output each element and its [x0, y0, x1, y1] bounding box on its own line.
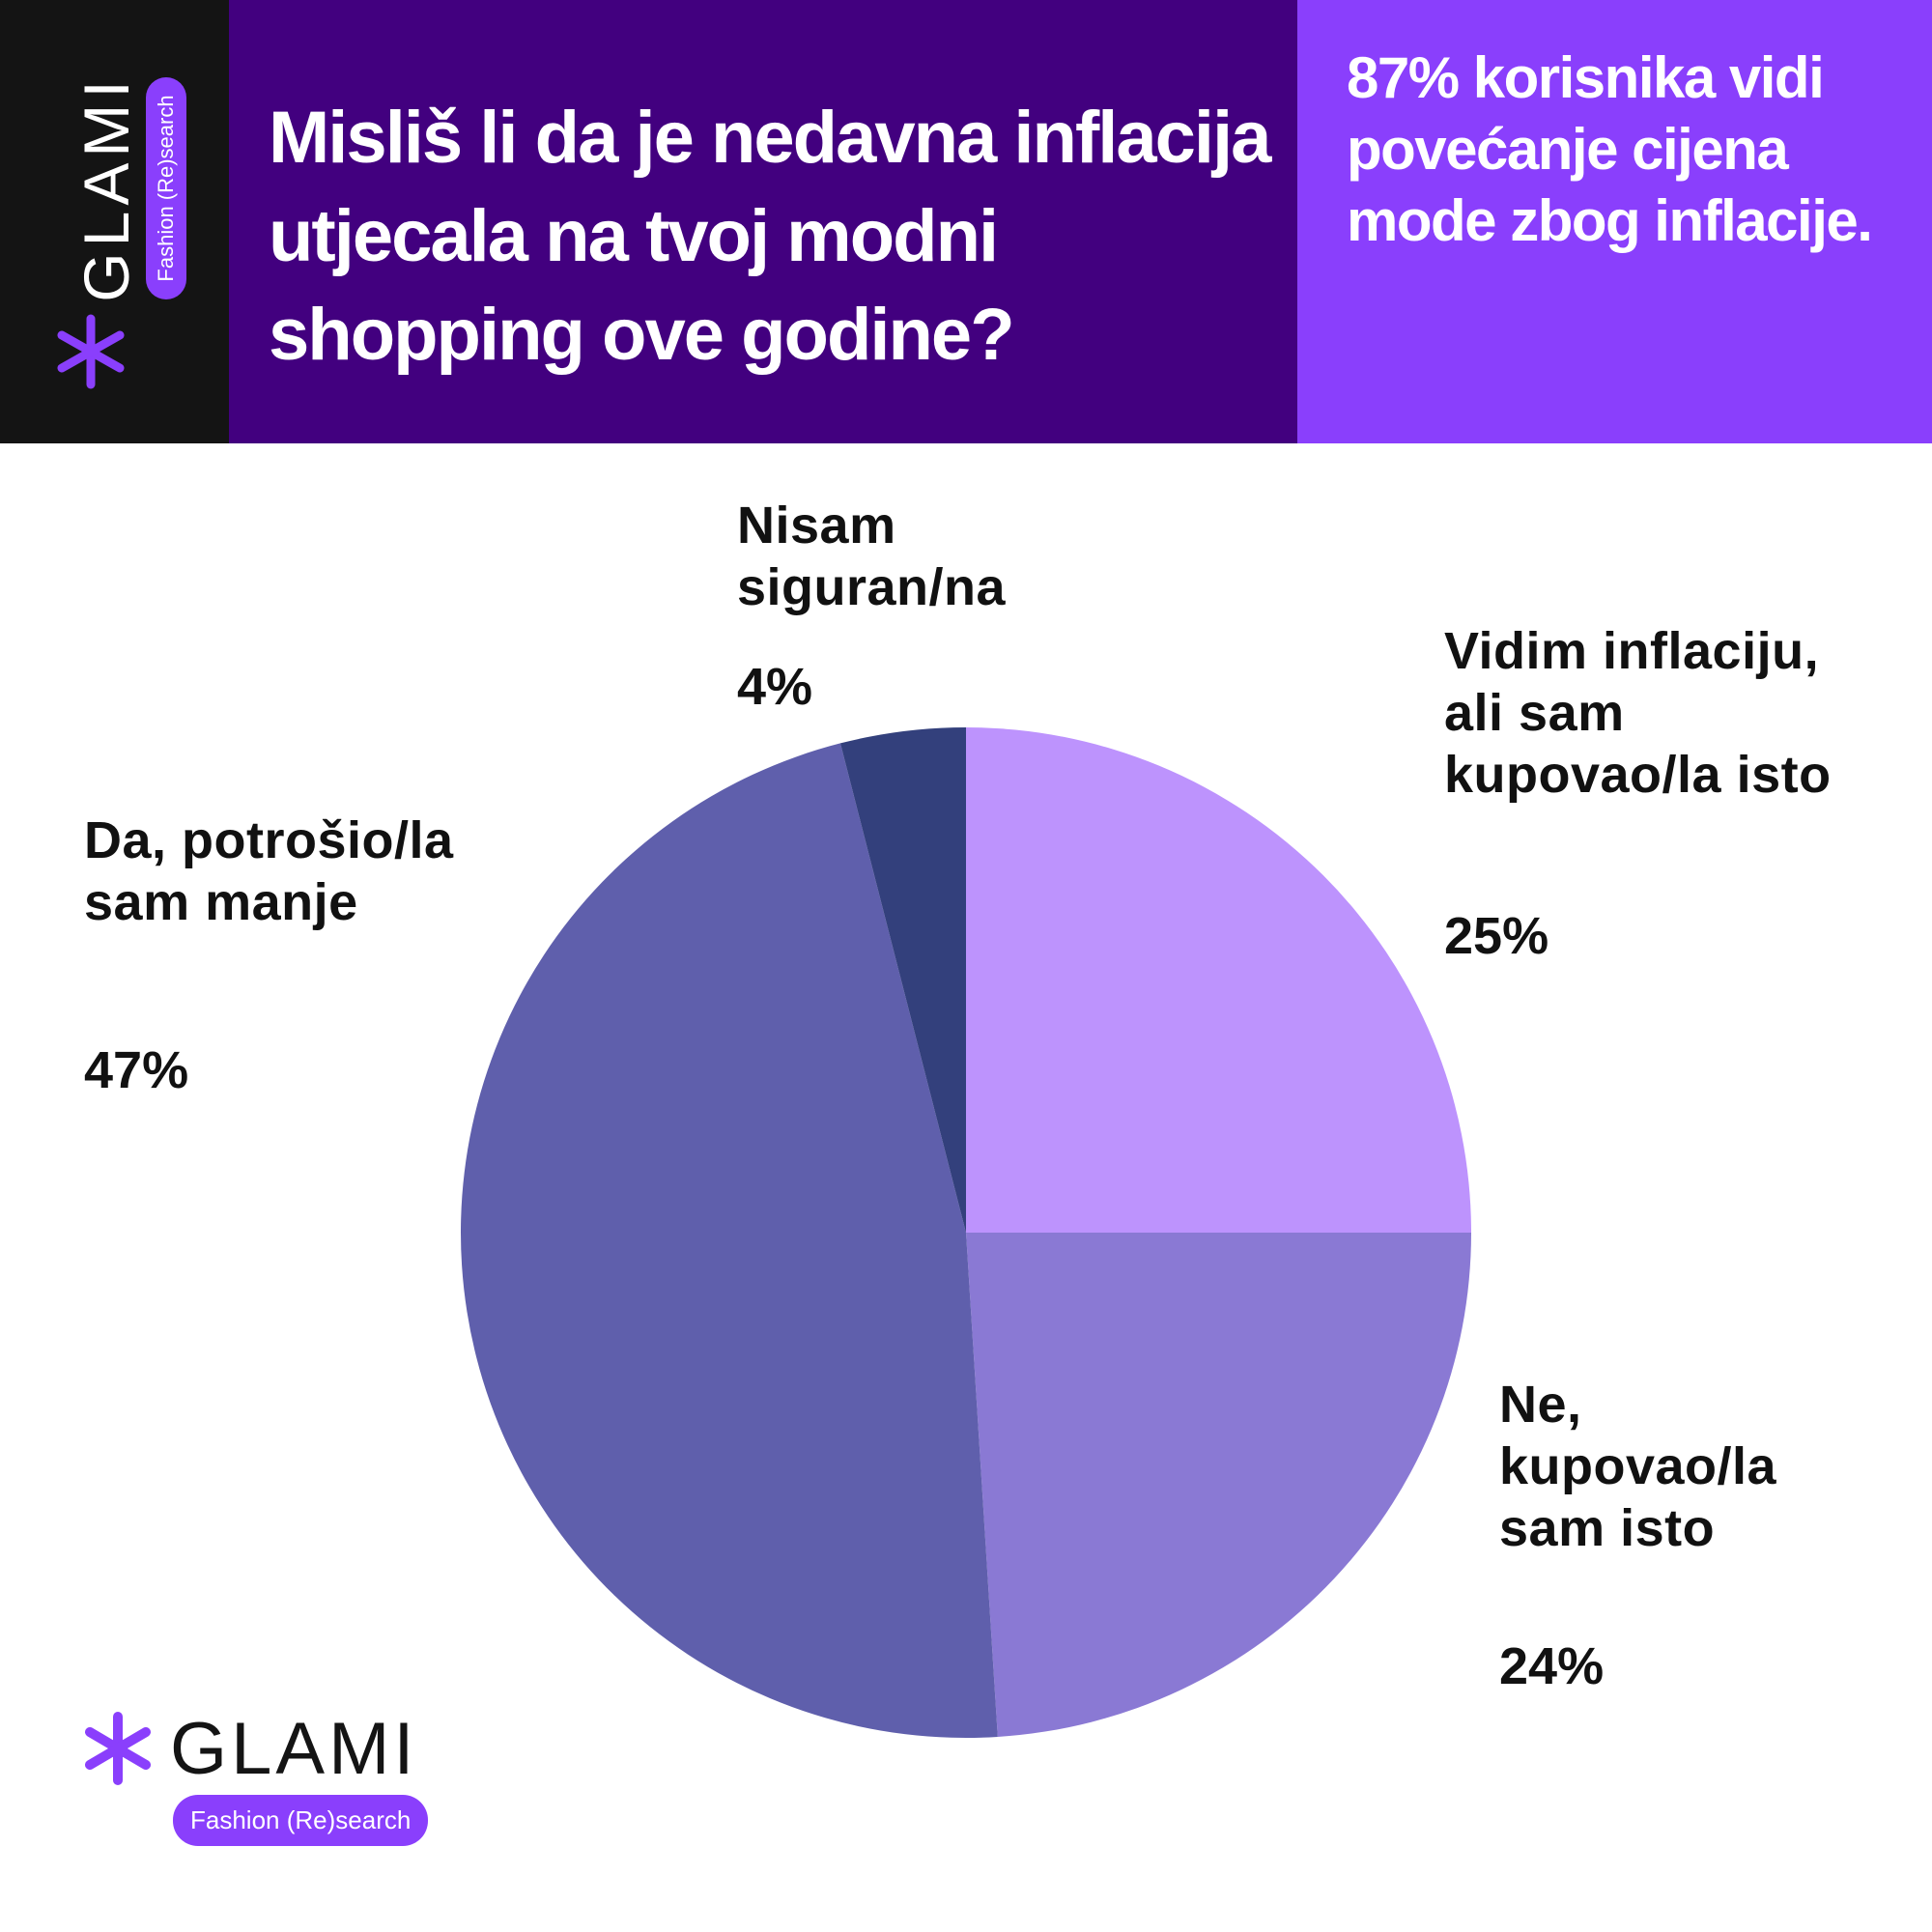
slice-label: Nisam siguran/na	[737, 497, 1007, 616]
slice-label: Ne, kupovao/la sam isto	[1499, 1376, 1777, 1557]
bottom-asterisk	[85, 1712, 151, 1785]
slice-value-label: 4%	[737, 658, 813, 716]
annotation: 87% korisnika vidi povećanje cijena mode…	[1347, 45, 1873, 253]
chart-title: Misliš li da je nedavna inflacija utjeca…	[269, 97, 1271, 376]
slice-value-label: 25%	[1444, 907, 1549, 965]
slice-label: Da, potrošio/la sam manje	[84, 811, 454, 931]
pie-slice	[461, 743, 998, 1738]
bottom-logo-name: GLAMI	[170, 1708, 418, 1790]
pie-slice	[966, 1233, 1471, 1737]
bottom-logo-tagline: Fashion (Re)search	[173, 1795, 429, 1846]
slice-value-label: 47%	[84, 1041, 189, 1099]
annotation-panel	[1297, 0, 1932, 443]
title-panel	[229, 0, 1297, 443]
slice-label: Vidim inflaciju, ali sam kupovao/la isto	[1444, 622, 1832, 804]
pie-slice	[839, 727, 966, 1233]
pie-slice	[966, 727, 1471, 1233]
slice-value-label: 24%	[1499, 1637, 1605, 1695]
side-asterisk	[57, 314, 125, 389]
